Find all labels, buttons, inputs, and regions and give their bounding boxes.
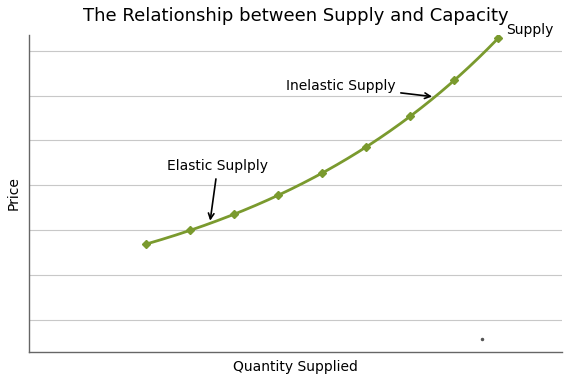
X-axis label: Quantity Supplied: Quantity Supplied — [233, 360, 358, 374]
Text: Elastic Suplply: Elastic Suplply — [167, 159, 268, 219]
Y-axis label: Price: Price — [7, 176, 21, 210]
Text: Supply: Supply — [506, 23, 553, 37]
Text: Inelastic Supply: Inelastic Supply — [286, 79, 430, 98]
Title: The Relationship between Supply and Capacity: The Relationship between Supply and Capa… — [83, 7, 508, 25]
